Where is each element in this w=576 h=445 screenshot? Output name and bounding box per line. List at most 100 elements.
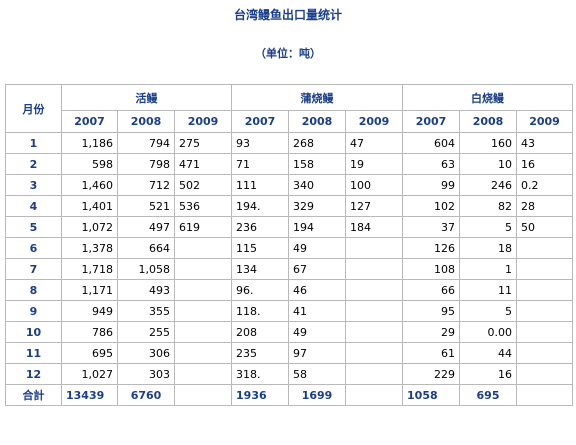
total-row: 合計 13439 6760 1936 1699 1058 695 xyxy=(5,384,574,406)
total-cell: 13439 xyxy=(61,384,118,406)
year-header: 2007 xyxy=(61,110,118,133)
year-header: 2008 xyxy=(117,110,175,133)
total-cell: 1699 xyxy=(288,384,347,406)
table-cell: 275 xyxy=(173,132,233,154)
table-cell: 67 xyxy=(288,258,347,280)
table-cell: 318. xyxy=(231,363,290,385)
table-cell: 49 xyxy=(288,237,347,259)
table-cell: 29 xyxy=(402,321,461,343)
total-cell xyxy=(173,384,233,406)
table-cell: 50 xyxy=(516,216,574,238)
table-cell: 208 xyxy=(231,321,290,343)
month-cell: 9 xyxy=(5,300,62,322)
table-cell xyxy=(345,342,404,364)
table-cell: 1,378 xyxy=(61,237,118,259)
table-cell: 493 xyxy=(117,279,175,301)
table-cell xyxy=(173,237,233,259)
table-cell xyxy=(173,321,233,343)
table-cell: 194 xyxy=(288,216,347,238)
table-cell: 126 xyxy=(402,237,461,259)
year-header: 2009 xyxy=(345,110,404,133)
table-cell xyxy=(516,342,574,364)
table-cell: 798 xyxy=(117,153,175,175)
table-row: 10 786 255 208 49 29 0.00 xyxy=(5,321,574,343)
table-cell xyxy=(173,300,233,322)
table-cell: 786 xyxy=(61,321,118,343)
table-cell: 97 xyxy=(288,342,347,364)
table-cell: 127 xyxy=(345,195,404,217)
table-cell: 93 xyxy=(231,132,290,154)
month-cell: 11 xyxy=(5,342,62,364)
table-cell: 255 xyxy=(117,321,175,343)
table-cell: 28 xyxy=(516,195,574,217)
table-cell: 619 xyxy=(173,216,233,238)
table-cell xyxy=(345,321,404,343)
year-header: 2009 xyxy=(516,110,574,133)
table-cell: 794 xyxy=(117,132,175,154)
table-row: 9 949 355 118. 41 95 5 xyxy=(5,300,574,322)
table-cell: 1,027 xyxy=(61,363,118,385)
table-cell: 1,072 xyxy=(61,216,118,238)
export-table: 月份 活鳗 蒲烧鳗 白烧鳗 2007 2008 2009 2007 2008 2… xyxy=(5,84,574,406)
table-cell: 100 xyxy=(345,174,404,196)
month-cell: 12 xyxy=(5,363,62,385)
month-header: 月份 xyxy=(5,84,62,133)
table-cell: 49 xyxy=(288,321,347,343)
group-header-kabayaki-eel: 蒲烧鳗 xyxy=(231,84,404,111)
year-header: 2008 xyxy=(459,110,518,133)
month-cell: 10 xyxy=(5,321,62,343)
table-cell: 96. xyxy=(231,279,290,301)
table-cell: 61 xyxy=(402,342,461,364)
group-header-live-eel: 活鳗 xyxy=(60,84,233,111)
table-cell: 99 xyxy=(402,174,461,196)
table-cell: 1,186 xyxy=(61,132,118,154)
month-cell: 6 xyxy=(5,237,62,259)
table-cell xyxy=(516,237,574,259)
year-header: 2007 xyxy=(402,110,461,133)
table-cell: 108 xyxy=(402,258,461,280)
table-cell: 95 xyxy=(402,300,461,322)
header-row-groups: 月份 活鳗 蒲烧鳗 白烧鳗 xyxy=(5,84,574,133)
table-cell: 18 xyxy=(459,237,518,259)
month-cell: 7 xyxy=(5,258,62,280)
table-cell: 1,171 xyxy=(61,279,118,301)
table-row: 7 1,718 1,058 134 67 108 1 xyxy=(5,258,574,280)
table-row: 2 598 798 471 71 158 19 63 10 16 xyxy=(5,153,574,175)
table-cell xyxy=(173,342,233,364)
table-cell: 102 xyxy=(402,195,461,217)
table-row: 6 1,378 664 115 49 126 18 xyxy=(5,237,574,259)
table-row: 3 1,460 712 502 111 340 100 99 246 0.2 xyxy=(5,174,574,196)
table-cell: 160 xyxy=(459,132,518,154)
total-cell: 695 xyxy=(459,384,518,406)
table-cell: 11 xyxy=(459,279,518,301)
table-row: 4 1,401 521 536 194. 329 127 102 82 28 xyxy=(5,195,574,217)
table-cell: 306 xyxy=(117,342,175,364)
page-title: 台湾鳗鱼出口量统计 xyxy=(233,8,342,22)
month-cell: 4 xyxy=(5,195,62,217)
table-row: 12 1,027 303 318. 58 229 16 xyxy=(5,363,574,385)
table-cell: 340 xyxy=(288,174,347,196)
table-cell: 16 xyxy=(459,363,518,385)
table-cell xyxy=(345,237,404,259)
table-cell xyxy=(345,300,404,322)
year-header: 2009 xyxy=(173,110,233,133)
table-cell: 5 xyxy=(459,216,518,238)
total-cell: 6760 xyxy=(117,384,175,406)
table-cell: 949 xyxy=(61,300,118,322)
table-row: 8 1,171 493 96. 46 66 11 xyxy=(5,279,574,301)
table-cell xyxy=(173,258,233,280)
month-cell: 3 xyxy=(5,174,62,196)
table-cell: 71 xyxy=(231,153,290,175)
table-cell: 1,460 xyxy=(61,174,118,196)
table-cell: 41 xyxy=(288,300,347,322)
table-cell xyxy=(516,279,574,301)
total-label: 合計 xyxy=(5,384,62,406)
month-cell: 1 xyxy=(5,132,62,154)
month-cell: 8 xyxy=(5,279,62,301)
table-cell xyxy=(173,363,233,385)
table-cell: 58 xyxy=(288,363,347,385)
table-cell: 695 xyxy=(61,342,118,364)
table-cell: 44 xyxy=(459,342,518,364)
table-cell: 0.00 xyxy=(459,321,518,343)
table-cell xyxy=(516,300,574,322)
